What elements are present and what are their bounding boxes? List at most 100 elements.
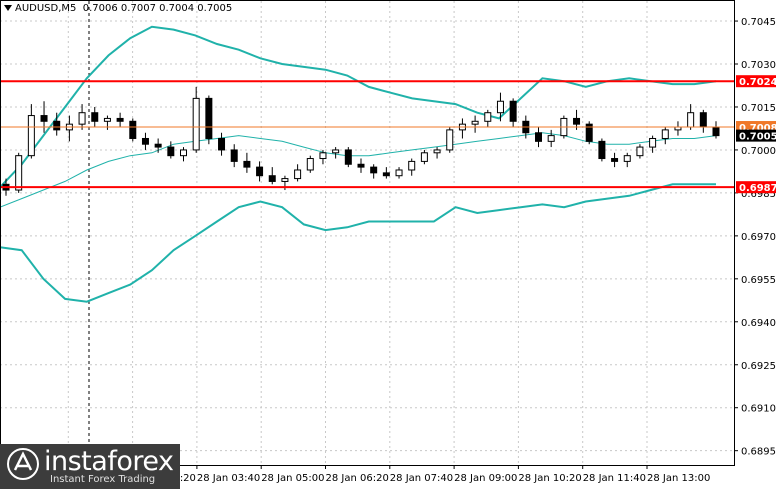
bollinger-middle-line: [0, 132, 717, 208]
price-tag-label: 0.6987: [739, 183, 778, 194]
candle: [344, 147, 352, 168]
candle-body: [129, 120, 137, 139]
candle-body: [370, 166, 378, 174]
candle-body: [687, 112, 695, 128]
candle: [661, 127, 669, 145]
candle: [649, 135, 657, 153]
price-tick-label: 0.6925: [741, 361, 776, 372]
candle-body: [611, 158, 619, 162]
time-tick-label: 28 Jan 09:00: [454, 473, 517, 484]
price-tick-label: 0.6970: [741, 232, 776, 243]
candle-body: [281, 178, 289, 182]
candle: [623, 152, 631, 168]
candle-body: [218, 137, 226, 151]
price-tick-label: 0.6985: [741, 189, 776, 200]
time-tick-label: 28 Jan 11:40: [583, 473, 646, 484]
candle: [446, 127, 454, 153]
time-tick-label: 28 Jan 13:00: [647, 473, 710, 484]
candle-body: [243, 160, 251, 168]
price-tag-label: 0.7024: [739, 77, 778, 88]
candle-body: [598, 140, 606, 160]
candle-body: [382, 172, 390, 177]
instaforex-emblem-icon: [7, 448, 39, 480]
candle: [585, 121, 593, 145]
time-tick-label: 28 Jan 03:40: [197, 473, 260, 484]
candle-body: [661, 129, 669, 139]
candle: [509, 98, 517, 128]
price-tick-label: 0.7030: [741, 60, 776, 71]
candle: [154, 138, 162, 153]
horizontal-levels: [0, 80, 734, 189]
candle-body: [141, 137, 149, 145]
price-tick-label: 0.6895: [741, 447, 776, 458]
candle: [395, 167, 403, 179]
candle-body: [535, 132, 542, 142]
candle: [496, 92, 504, 122]
price-tag-level: 0.7024: [736, 75, 778, 88]
symbol-label: AUDUSD,M5: [15, 3, 77, 14]
candle-body: [344, 149, 352, 165]
candle-body: [332, 149, 340, 154]
logo-brand: instaforex: [44, 446, 174, 477]
plot-border: [0, 0, 735, 466]
candle: [484, 109, 492, 128]
candle-body: [573, 117, 581, 125]
candle-body: [256, 166, 264, 177]
candle-body: [446, 129, 454, 151]
candle-body: [471, 120, 479, 125]
candle: [116, 112, 124, 128]
candle-body: [167, 146, 175, 157]
candle: [256, 161, 264, 182]
candle-body: [103, 117, 111, 122]
chart-header: AUDUSD,M5 0.7006 0.7007 0.7004 0.7005: [4, 3, 232, 14]
price-tag-box: [736, 181, 776, 194]
candle: [420, 149, 428, 165]
candle-body: [205, 97, 213, 139]
candle-body: [357, 163, 365, 168]
grid: [0, 1, 734, 465]
candle-body: [585, 123, 593, 142]
instaforex-logo: instaforex Instant Forex Trading: [0, 444, 180, 489]
candle: [357, 158, 365, 173]
price-tick-label: 0.7015: [741, 103, 776, 114]
candle: [27, 104, 35, 159]
candle: [306, 155, 314, 173]
candle: [332, 147, 340, 159]
candle-body: [15, 155, 23, 191]
candle-body: [180, 149, 187, 157]
candle: [433, 147, 441, 159]
bollinger-lower-line: [0, 183, 716, 303]
candle-body: [433, 149, 441, 154]
candle-body: [294, 169, 302, 180]
candle-body: [547, 135, 555, 142]
candle-body: [509, 100, 517, 122]
candle: [319, 149, 327, 165]
price-tag-box: [736, 129, 776, 142]
candle: [382, 167, 390, 179]
candle-body: [268, 175, 276, 182]
ohlc-values: 0.7006 0.7007 0.7004 0.7005: [82, 3, 233, 14]
price-tick-label: 0.6940: [741, 318, 776, 329]
candle-body: [649, 137, 657, 148]
candle-body: [230, 149, 238, 162]
candle-body: [712, 126, 720, 137]
price-tick-label: 0.6910: [741, 404, 776, 415]
candle-body: [91, 112, 99, 122]
candle: [205, 95, 213, 145]
logo-tagline: Instant Forex Trading: [50, 474, 156, 485]
price-axis: 0.7045 0.7030 0.7015 0.7000 0.6985 0.6970 0.69…: [734, 17, 776, 458]
candle-body: [699, 112, 707, 128]
price-tag-label: 0.7005: [739, 132, 778, 143]
candle: [78, 104, 86, 130]
candle-body: [623, 155, 631, 162]
candle-body: [27, 115, 35, 157]
time-tick-label: 28 Jan 07:40: [390, 473, 453, 484]
price-tick-label: 0.7000: [741, 146, 776, 157]
candle-body: [306, 158, 314, 171]
candle: [268, 167, 276, 185]
candle: [192, 86, 200, 153]
dropdown-triangle-icon[interactable]: [4, 5, 12, 11]
